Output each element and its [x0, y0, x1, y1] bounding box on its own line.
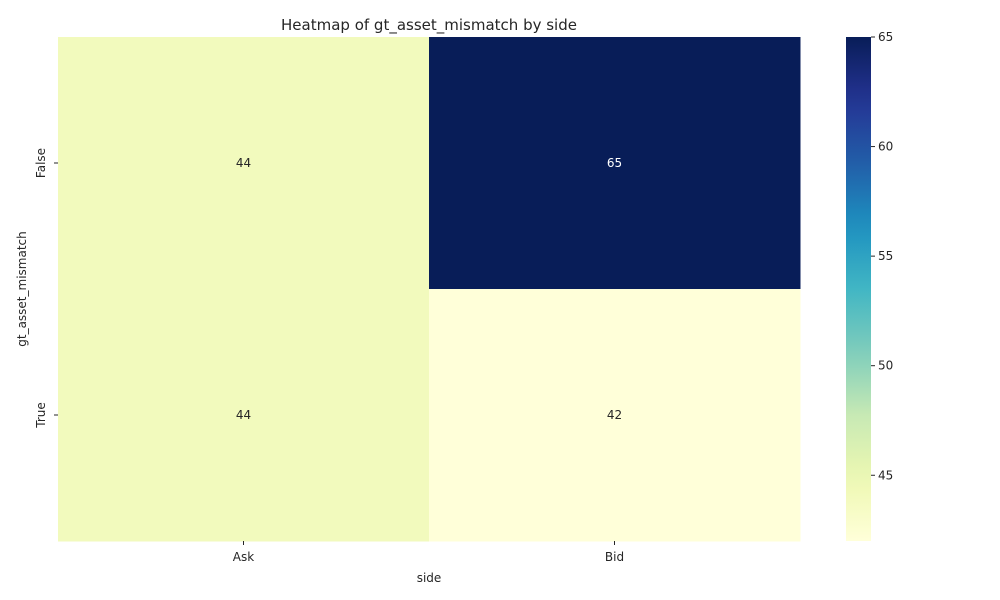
heatmap-cell-false-ask — [58, 37, 430, 290]
x-tick-label: Ask — [233, 550, 254, 564]
colorbar-tick-label: 45 — [878, 468, 893, 482]
cell-value-label: 42 — [607, 408, 622, 422]
y-tick-label: True — [34, 402, 48, 429]
colorbar-tick-label: 50 — [878, 359, 893, 373]
heatmap-cell-false-bid — [429, 37, 801, 290]
y-axis: False True — [34, 148, 58, 429]
cell-value-label: 65 — [607, 156, 622, 170]
colorbar-tick-label: 55 — [878, 249, 893, 263]
colorbar-gradient — [846, 37, 871, 541]
cell-value-label: 44 — [236, 156, 251, 170]
y-axis-label: gt_asset_mismatch — [15, 231, 29, 347]
colorbar-tick-label: 65 — [878, 30, 893, 44]
heatmap-cell-true-bid — [429, 289, 801, 542]
heatmap-cell-true-ask — [58, 289, 430, 542]
chart-title: Heatmap of gt_asset_mismatch by side — [281, 16, 577, 35]
x-axis-label: side — [417, 571, 442, 585]
x-axis: Ask Bid — [233, 541, 624, 564]
heatmap-cell-labels: 44 65 44 42 — [236, 156, 622, 422]
colorbar-tick-label: 60 — [878, 140, 893, 154]
heatmap-cells — [58, 37, 801, 542]
x-tick-label: Bid — [605, 550, 624, 564]
cell-value-label: 44 — [236, 408, 251, 422]
colorbar: 45 50 55 60 65 — [846, 30, 893, 541]
y-tick-label: False — [34, 148, 48, 178]
